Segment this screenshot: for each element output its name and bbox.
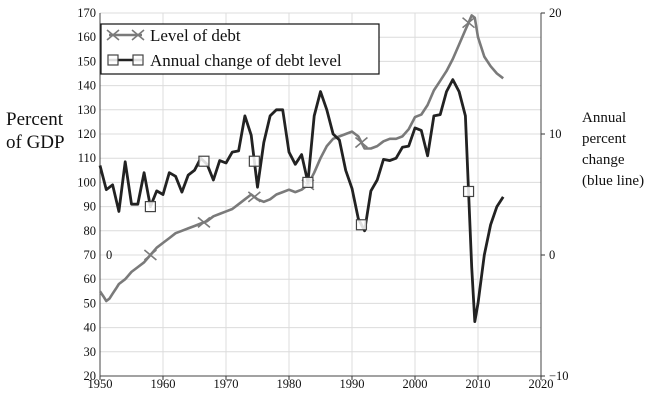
x-tick-label: 2020 <box>529 377 554 391</box>
y-tick-label-left: 60 <box>84 272 97 286</box>
x-marker <box>131 29 145 41</box>
left-axis-label-line: Percent <box>6 109 63 130</box>
axes: 2030405060708090100110120130140150160170… <box>77 6 568 391</box>
square-marker <box>144 201 156 213</box>
square-marker <box>107 54 119 66</box>
series-line <box>98 78 505 324</box>
y-tick-label-left: 150 <box>77 54 96 68</box>
legend-entry: Annual change of debt level <box>107 51 342 70</box>
x-marker-stroke <box>143 249 157 261</box>
x-marker-stroke <box>354 136 368 149</box>
y-tick-label-left: 20 <box>84 369 97 383</box>
x-tick-label: 1970 <box>214 377 239 391</box>
y-tick-label-left: 70 <box>84 248 97 262</box>
y-tick-label-left: 50 <box>84 296 97 310</box>
x-tick-label: 1980 <box>277 377 302 391</box>
x-marker-stroke <box>462 17 476 29</box>
square-marker <box>302 176 314 188</box>
y-tick-label-left: 110 <box>78 151 96 165</box>
x-marker <box>197 216 211 228</box>
y-tick-label-left: 40 <box>84 321 97 335</box>
y-tick-label-left: 80 <box>84 224 97 238</box>
square-marker <box>132 54 144 66</box>
square-marker <box>198 155 210 167</box>
square-marker <box>462 185 475 198</box>
y-tick-label-right: 10 <box>549 127 562 141</box>
x-tick-label: 1950 <box>88 377 113 391</box>
x-marker <box>462 17 476 29</box>
y-tick-label-left: 160 <box>77 30 96 44</box>
x-marker <box>354 136 368 149</box>
y-tick-label-left: 100 <box>77 175 96 189</box>
y-tick-label-left: 90 <box>84 200 97 214</box>
x-tick-label: 1960 <box>151 377 176 391</box>
y-tick-label-right: 0 <box>549 248 555 262</box>
square-marker <box>248 155 260 167</box>
right-axis-label-line: change <box>582 152 625 168</box>
y-tick-label-left: 170 <box>77 6 96 20</box>
x-marker <box>247 191 261 203</box>
x-tick-label: 2000 <box>403 377 428 391</box>
legend: Level of debt Annual change of debt level <box>100 23 380 75</box>
y-tick-label-left: 30 <box>84 345 97 359</box>
y-tick-label-left: 130 <box>77 103 96 117</box>
series-lines <box>98 14 505 324</box>
x-marker <box>143 249 157 261</box>
zero-label: 0 <box>106 248 112 262</box>
legend-box <box>100 23 380 75</box>
legend-label: Level of debt <box>150 26 241 45</box>
y-tick-label-right: 20 <box>549 6 562 20</box>
legend-label: Annual change of debt level <box>150 51 342 70</box>
left-axis-label: Percent of GDP <box>6 108 65 154</box>
x-marker <box>106 29 120 41</box>
y-tick-label-left: 140 <box>77 79 96 93</box>
right-axis-label-line: percent <box>582 131 627 147</box>
right-axis-label: Annual percent change (blue line) <box>582 108 644 192</box>
right-axis-label-line: (blue line) <box>582 173 645 189</box>
x-tick-label: 1990 <box>340 377 365 391</box>
x-marker-stroke <box>106 29 120 41</box>
y-tick-label-right: −10 <box>549 369 569 383</box>
left-axis-label-line: of GDP <box>6 132 65 153</box>
x-marker-stroke <box>247 191 261 203</box>
legend-entry: Level of debt <box>106 26 241 45</box>
right-axis-label-line: Annual <box>582 110 627 126</box>
y-tick-label-left: 120 <box>77 127 96 141</box>
square-marker <box>355 219 368 231</box>
x-marker-stroke <box>197 216 211 228</box>
x-tick-label: 2010 <box>466 377 491 391</box>
series-annual-change <box>98 78 505 324</box>
x-marker-stroke <box>131 29 145 41</box>
